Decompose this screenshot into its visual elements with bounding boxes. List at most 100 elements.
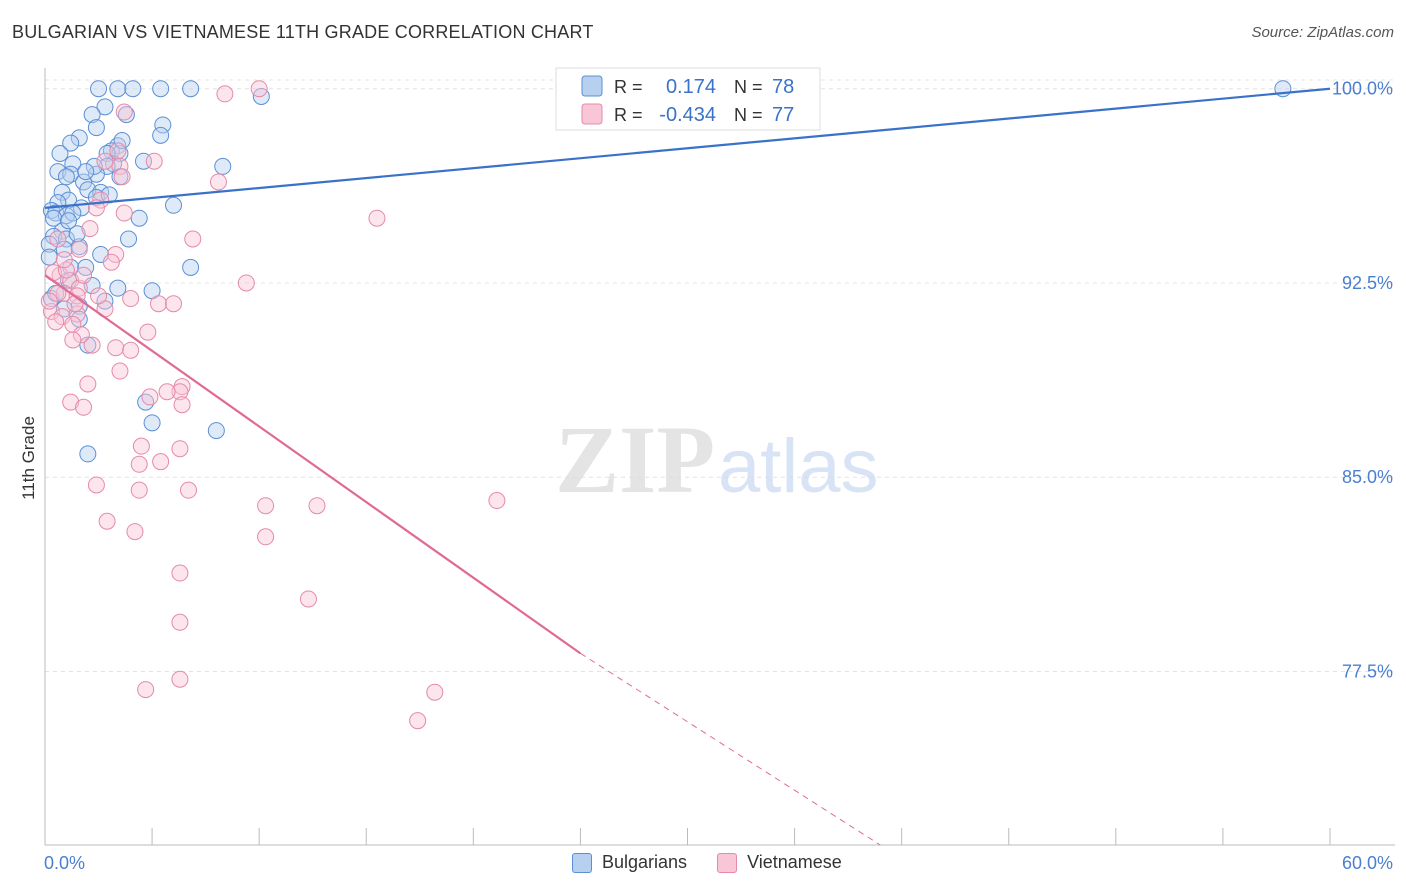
vietnamese-point: [102, 253, 120, 271]
vietnamese-point: [83, 336, 101, 354]
vietnamese-point: [111, 157, 129, 175]
bulgarians-point: [53, 222, 71, 240]
vietnamese-point: [150, 295, 168, 313]
vietnamese-point: [152, 453, 170, 471]
legend-swatch-bulgarians: [581, 75, 603, 97]
vietnamese-point: [137, 681, 155, 699]
bulgarians-point: [45, 209, 63, 227]
bulgarians-point: [113, 132, 131, 150]
vietnamese-point: [409, 712, 427, 730]
vietnamese-point: [55, 251, 73, 269]
bulgarians-point: [75, 173, 93, 191]
vietnamese-point: [139, 323, 157, 341]
vietnamese-point: [173, 396, 191, 414]
vietnamese-point: [87, 476, 105, 494]
vietnamese-point: [107, 245, 125, 263]
bulgarians-point: [120, 230, 138, 248]
bulgarians-label: Bulgarians: [602, 852, 688, 872]
vietnamese-point: [122, 341, 140, 359]
vietnamese-point: [57, 261, 75, 279]
vietnamese-point: [171, 613, 189, 631]
vietnamese-point: [96, 152, 114, 170]
vietnamese-point: [426, 683, 444, 701]
bulgarians-trendline: [44, 87, 1331, 209]
vietnamese-swatch: [717, 852, 738, 873]
bulgarians-point: [143, 414, 161, 432]
vietnamese-point: [42, 302, 60, 320]
bulgarians-point: [60, 212, 78, 230]
y-tick-label: 77.5%: [1342, 661, 1393, 681]
legend-n-value-vietnamese: 77: [772, 104, 794, 126]
vietnamese-point: [122, 290, 140, 308]
bulgarians-point: [62, 134, 80, 152]
bulgarians-point: [83, 106, 101, 124]
vietnamese-point: [488, 492, 506, 510]
vietnamese-point: [299, 590, 317, 608]
bulgarians-point: [70, 129, 88, 147]
bulgarians-point: [79, 445, 97, 463]
vietnamese-point: [81, 220, 99, 238]
vietnamese-point: [141, 388, 159, 406]
vietnamese-point: [209, 173, 227, 191]
bulgarians-point: [130, 209, 148, 227]
vietnamese-point: [98, 512, 116, 530]
bulgarians-point: [57, 168, 75, 186]
bulgarians-point: [79, 336, 97, 354]
vietnamese-point: [145, 152, 163, 170]
vietnamese-point: [237, 274, 255, 292]
bulgarians-point: [182, 80, 200, 98]
bulgarians-point: [152, 126, 170, 144]
bulgarians-point: [111, 144, 129, 162]
watermark-atlas: atlas: [718, 424, 879, 509]
legend-r-label: R =: [614, 105, 643, 125]
bulgarians-point: [55, 240, 73, 258]
legend-item-vietnamese[interactable]: Vietnamese: [717, 852, 842, 873]
vietnamese-point: [179, 481, 197, 499]
vietnamese-point: [368, 209, 386, 227]
bulgarians-point: [40, 248, 58, 266]
legend-item-bulgarians[interactable]: Bulgarians: [572, 852, 687, 873]
bulgarians-point: [90, 80, 108, 98]
legend-n-value-bulgarians: 78: [772, 76, 794, 98]
vietnamese-trendline: [44, 274, 582, 655]
bulgarians-point: [182, 258, 200, 276]
bulgarians-point: [40, 235, 58, 253]
vietnamese-point: [171, 440, 189, 458]
x-tick-label-min: 0.0%: [44, 853, 85, 873]
vietnamese-point: [165, 295, 182, 313]
legend-r-value-vietnamese: -0.434: [659, 104, 716, 126]
bulgarians-point: [165, 196, 182, 214]
vietnamese-point: [115, 103, 133, 121]
vietnamese-point: [171, 670, 189, 688]
vietnamese-point: [115, 204, 133, 222]
vietnamese-point: [109, 142, 127, 160]
vietnamese-point: [70, 240, 88, 258]
bulgarians-point: [87, 119, 105, 137]
y-tick-label: 100.0%: [1332, 79, 1393, 99]
vietnamese-point: [47, 313, 65, 331]
vietnamese-point: [66, 295, 84, 313]
bottom-legend: Bulgarians Vietnamese: [572, 852, 864, 873]
vietnamese-point: [75, 266, 93, 284]
vietnamese-point: [132, 437, 150, 455]
vietnamese-point: [216, 85, 234, 103]
bulgarians-point: [154, 116, 172, 134]
bulgarians-point: [207, 422, 225, 440]
vietnamese-point: [308, 497, 326, 515]
bulgarians-point: [214, 157, 232, 175]
vietnamese-point: [158, 383, 176, 401]
legend-r-label: R =: [614, 77, 643, 97]
vietnamese-point: [40, 292, 58, 310]
bulgarians-point: [49, 163, 67, 181]
bulgarians-point: [109, 80, 127, 98]
vietnamese-point: [126, 523, 144, 541]
vietnamese-point: [171, 564, 189, 582]
bulgarians-point: [77, 163, 95, 181]
bulgarians-point: [57, 230, 75, 248]
legend-n-label: N =: [734, 77, 763, 97]
vietnamese-trendline-extension: [580, 652, 881, 846]
y-axis-label: 11th Grade: [19, 416, 38, 500]
vietnamese-point: [75, 398, 93, 416]
bulgarians-point: [109, 279, 127, 297]
